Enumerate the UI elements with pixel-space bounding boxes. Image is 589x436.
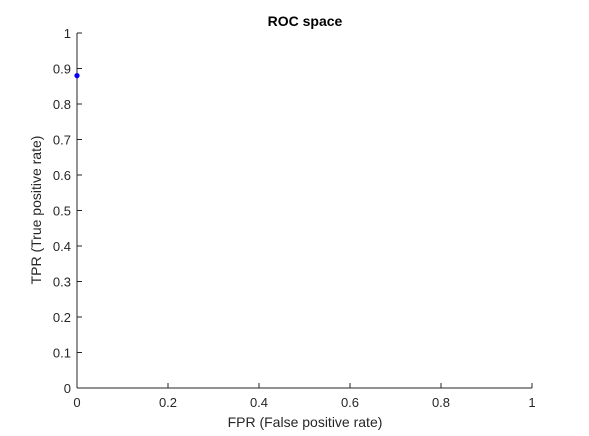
x-tick-label: 0.8 bbox=[432, 395, 450, 410]
y-tick-label: 0 bbox=[64, 381, 71, 396]
y-tick-label: 0.2 bbox=[53, 310, 71, 325]
y-tick-label: 0.3 bbox=[53, 275, 71, 290]
x-axis-ticks: 0 0.2 0.4 0.6 0.8 1 bbox=[73, 383, 536, 410]
chart-title: ROC space bbox=[268, 13, 343, 29]
x-tick-label: 1 bbox=[528, 395, 535, 410]
data-points bbox=[74, 73, 80, 79]
y-axis-label: TPR (True positive rate) bbox=[28, 136, 44, 285]
data-point bbox=[74, 73, 80, 79]
y-tick-label: 1 bbox=[64, 26, 71, 41]
y-tick-label: 0.8 bbox=[53, 97, 71, 112]
y-tick-label: 0.6 bbox=[53, 168, 71, 183]
x-tick-label: 0 bbox=[73, 395, 80, 410]
x-axis-label: FPR (False positive rate) bbox=[228, 414, 383, 430]
x-tick-label: 0.6 bbox=[341, 395, 359, 410]
x-tick-label: 0.4 bbox=[250, 395, 268, 410]
y-axis-ticks: 0 0.1 0.2 0.3 0.4 0.5 0.6 0.7 0.8 0.9 1 bbox=[53, 26, 82, 396]
y-tick-label: 0.9 bbox=[53, 62, 71, 77]
y-tick-label: 0.1 bbox=[53, 346, 71, 361]
x-tick-label: 0.2 bbox=[159, 395, 177, 410]
y-tick-label: 0.4 bbox=[53, 239, 71, 254]
y-tick-label: 0.5 bbox=[53, 204, 71, 219]
y-tick-label: 0.7 bbox=[53, 133, 71, 148]
plot-axes bbox=[76, 33, 532, 389]
